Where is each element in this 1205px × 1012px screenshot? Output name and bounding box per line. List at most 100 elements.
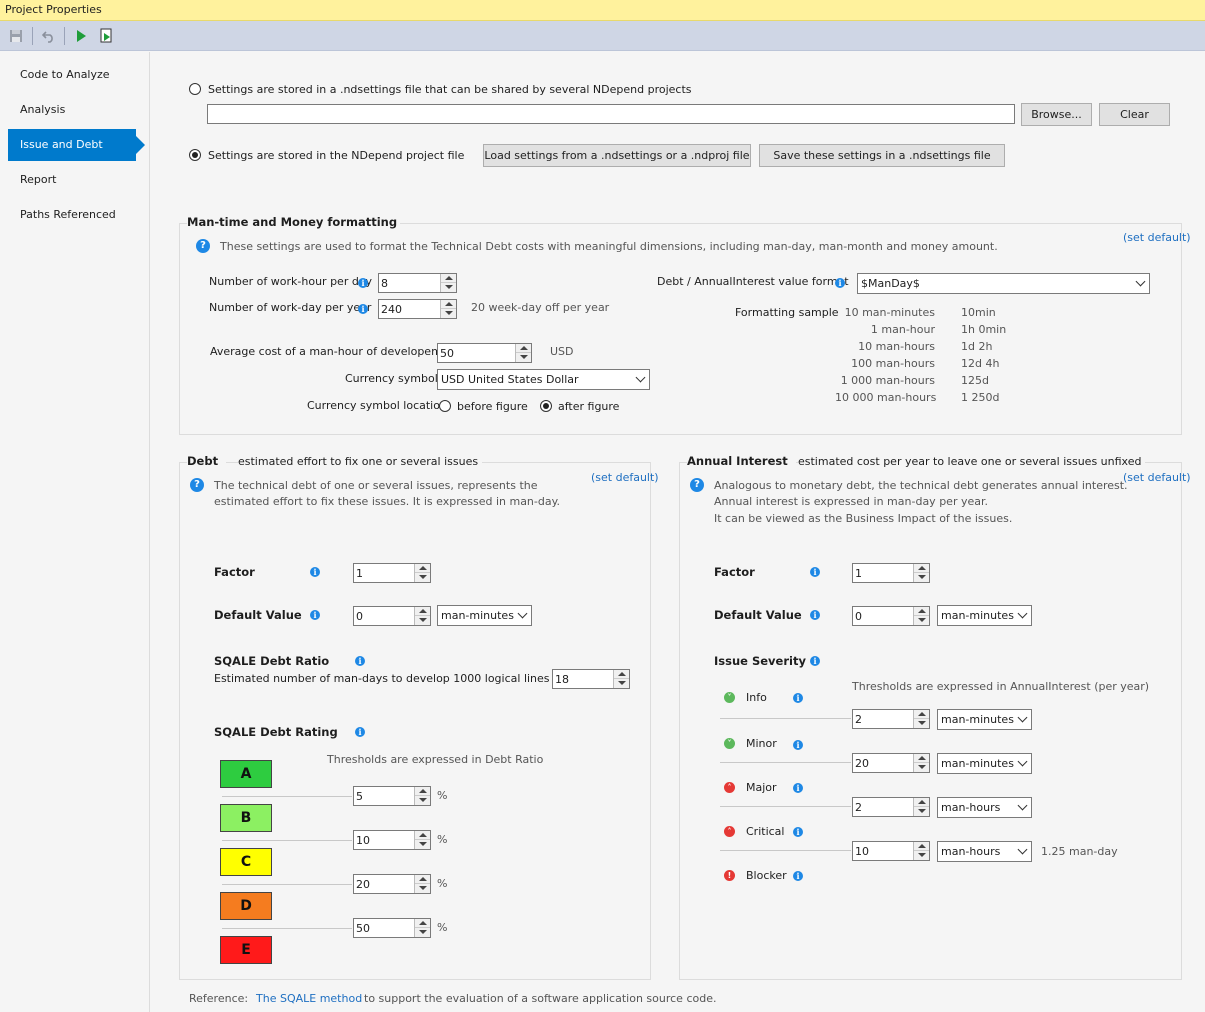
run-analysis-icon[interactable] — [98, 27, 116, 45]
interest-factor-stepper[interactable]: 1 — [852, 563, 930, 583]
stepper-arrows[interactable] — [440, 274, 456, 292]
stepper-arrows[interactable] — [414, 564, 430, 582]
formatting-set-default-link[interactable]: (set default) — [1123, 231, 1191, 244]
rating-threshold-unit: % — [437, 877, 448, 890]
severity-threshold-stepper[interactable]: 10 — [852, 841, 930, 861]
severity-threshold-stepper[interactable]: 20 — [852, 753, 930, 773]
severity-threshold-stepper[interactable]: 2 — [852, 709, 930, 729]
threshold-line — [222, 840, 352, 841]
info-icon: i — [310, 567, 320, 577]
sidebar-item-code-to-analyze[interactable]: Code to Analyze — [20, 68, 110, 81]
sqale-method-link[interactable]: The SQALE method — [256, 992, 363, 1005]
sample-output: 10min — [961, 306, 996, 319]
severity-blocker-label: Blocker — [746, 869, 787, 882]
currency-select[interactable]: USD United States Dollar — [437, 369, 650, 390]
severity-threshold-unit-value: man-minutes — [941, 713, 1014, 726]
sidebar-item-analysis[interactable]: Analysis — [20, 103, 66, 116]
browse-button[interactable]: Browse... — [1021, 103, 1092, 126]
stepper-arrows[interactable] — [913, 710, 929, 728]
stepper-arrows[interactable] — [515, 344, 531, 362]
debt-factor-stepper[interactable]: 1 — [353, 563, 431, 583]
interest-default-unit-value: man-minutes — [941, 609, 1014, 622]
clear-button[interactable]: Clear — [1099, 103, 1170, 126]
severity-minor-label: Minor — [746, 737, 777, 750]
interest-set-default-link[interactable]: (set default) — [1123, 471, 1191, 484]
shared-settings-radio[interactable] — [189, 83, 201, 95]
severity-threshold-unit-select[interactable]: man-hours — [937, 841, 1032, 862]
threshold-line — [720, 850, 851, 851]
interest-default-stepper[interactable]: 0 — [852, 606, 930, 626]
stepper-arrows[interactable] — [913, 798, 929, 816]
stepper-arrows[interactable] — [414, 875, 430, 893]
hours-per-day-stepper[interactable]: 8 — [378, 273, 457, 293]
load-settings-button[interactable]: Load settings from a .ndsettings or a .n… — [483, 144, 751, 167]
sample-input: 1 000 man-hours — [840, 374, 935, 387]
currency-label: Currency symbol — [345, 372, 438, 385]
rating-threshold-stepper[interactable]: 20 — [353, 874, 431, 894]
settings-path-input[interactable] — [207, 104, 1015, 124]
interest-default-unit-select[interactable]: man-minutes — [937, 605, 1032, 626]
stepper-arrows[interactable] — [414, 787, 430, 805]
debt-ratio-stepper[interactable]: 18 — [552, 669, 630, 689]
undo-icon[interactable] — [40, 27, 58, 45]
cost-stepper[interactable]: 50 — [437, 343, 532, 363]
project-settings-radio[interactable] — [189, 149, 201, 161]
footer-text: to support the evaluation of a software … — [364, 992, 717, 1005]
stepper-arrows[interactable] — [913, 564, 929, 582]
hours-per-day-value: 8 — [381, 277, 388, 290]
toolbar-separator — [64, 27, 65, 45]
threshold-line — [222, 796, 352, 797]
severity-threshold-unit-select[interactable]: man-minutes — [937, 709, 1032, 730]
rating-threshold-stepper[interactable]: 10 — [353, 830, 431, 850]
days-per-year-stepper[interactable]: 240 — [378, 299, 457, 319]
severity-threshold-stepper[interactable]: 2 — [852, 797, 930, 817]
stepper-arrows[interactable] — [414, 831, 430, 849]
interest-help-line3: It can be viewed as the Business Impact … — [714, 512, 1013, 525]
chevron-up-circle-icon: ˄ — [724, 782, 735, 793]
after-figure-radio[interactable] — [540, 400, 552, 412]
stepper-arrows[interactable] — [414, 919, 430, 937]
info-icon: i — [793, 740, 803, 750]
rating-threshold-stepper[interactable]: 5 — [353, 786, 431, 806]
rating-threshold-value: 20 — [356, 878, 370, 891]
debt-help-line1: The technical debt of one or several iss… — [214, 479, 538, 492]
before-figure-radio[interactable] — [439, 400, 451, 412]
severity-threshold-value: 2 — [855, 801, 862, 814]
save-settings-button[interactable]: Save these settings in a .ndsettings fil… — [759, 144, 1005, 167]
save-icon[interactable] — [7, 27, 25, 45]
value-format-label: Debt / AnnualInterest value format — [657, 275, 849, 288]
value-format-select[interactable]: $ManDay$ — [857, 273, 1150, 294]
stepper-arrows[interactable] — [913, 754, 929, 772]
rating-b: B — [220, 804, 272, 832]
debt-default-unit-select[interactable]: man-minutes — [437, 605, 532, 626]
stepper-arrows[interactable] — [440, 300, 456, 318]
help-icon: ? — [196, 239, 210, 253]
severity-threshold-unit-select[interactable]: man-hours — [937, 797, 1032, 818]
interest-subtitle: estimated cost per year to leave one or … — [798, 455, 1146, 468]
sample-input: 10 000 man-hours — [835, 391, 937, 404]
severity-threshold-unit-select[interactable]: man-minutes — [937, 753, 1032, 774]
window-title: Project Properties — [5, 3, 102, 16]
sample-input: 100 man-hours — [851, 357, 935, 370]
stepper-arrows[interactable] — [613, 670, 629, 688]
stepper-arrows[interactable] — [913, 607, 929, 625]
sidebar-item-report[interactable]: Report — [20, 173, 57, 186]
run-icon[interactable] — [72, 27, 90, 45]
debt-factor-value: 1 — [356, 567, 363, 580]
help-icon: ? — [690, 478, 704, 492]
formatting-title: Man-time and Money formatting — [187, 215, 401, 229]
help-icon: ? — [190, 478, 204, 492]
formatting-sample-label: Formatting sample — [735, 306, 839, 319]
debt-set-default-link[interactable]: (set default) — [591, 471, 659, 484]
sidebar-item-paths-referenced[interactable]: Paths Referenced — [20, 208, 116, 221]
debt-default-stepper[interactable]: 0 — [353, 606, 431, 626]
chevron-down-circle-icon: ˅ — [724, 692, 735, 703]
stepper-arrows[interactable] — [414, 607, 430, 625]
stepper-arrows[interactable] — [913, 842, 929, 860]
rating-a: A — [220, 760, 272, 788]
rating-threshold-unit: % — [437, 833, 448, 846]
rating-e: E — [220, 936, 272, 964]
sidebar-item-issue-and-debt[interactable]: Issue and Debt — [8, 129, 145, 161]
chevron-down-circle-icon: ˅ — [724, 738, 735, 749]
rating-threshold-stepper[interactable]: 50 — [353, 918, 431, 938]
